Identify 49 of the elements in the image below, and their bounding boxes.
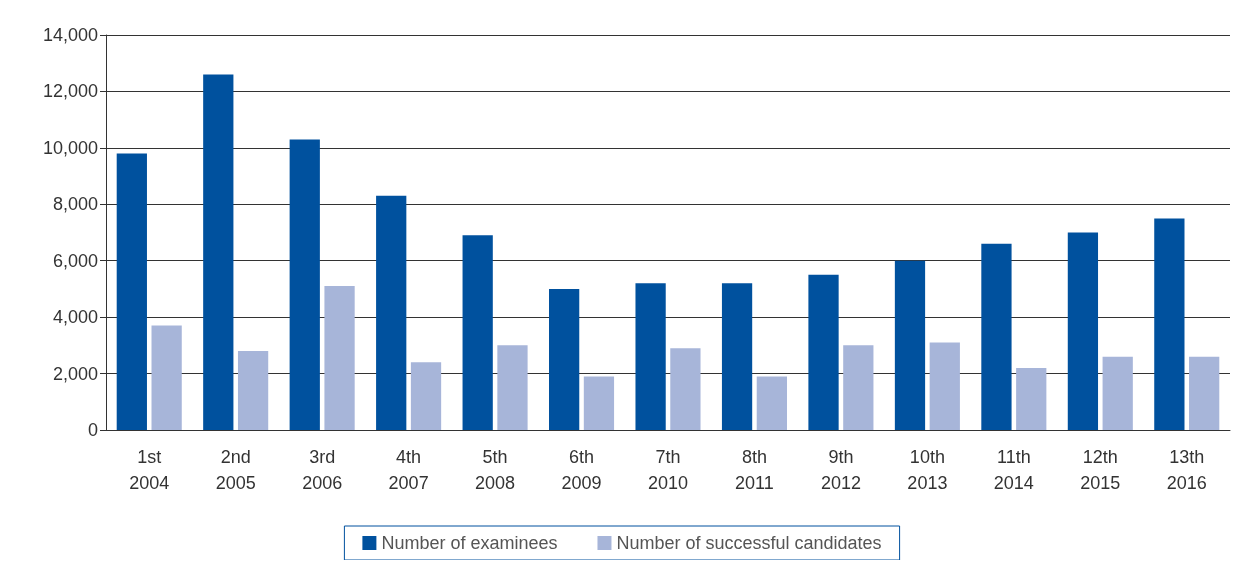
- x-tick-label: 13th 2016: [1166, 447, 1207, 493]
- y-tick-label: 4,000: [52, 307, 98, 328]
- legend-label: Number of examinees: [381, 533, 558, 553]
- bar: [151, 325, 182, 430]
- bar: [721, 283, 753, 430]
- bar: [929, 342, 960, 430]
- bar: [1154, 218, 1185, 430]
- bar: [808, 274, 839, 430]
- bar: [1067, 232, 1099, 430]
- bar: [894, 260, 926, 430]
- bar: [376, 195, 407, 430]
- x-tick-label: 4th 2007: [388, 447, 429, 493]
- x-tick-label: 10th 2013: [907, 447, 948, 493]
- x-tick-label: 3rd 2006: [302, 447, 343, 493]
- bar: [1102, 356, 1133, 430]
- bar: [635, 283, 666, 430]
- bar: [549, 288, 580, 430]
- bar: [756, 376, 787, 430]
- bar: [843, 345, 874, 430]
- y-tick-label: 14,000: [42, 25, 98, 45]
- legend-label: Number of successful candidates: [616, 533, 882, 553]
- x-tick-label: 7th 2010: [647, 447, 689, 493]
- bar: [203, 74, 234, 430]
- x-tick-label: 1st 2004: [129, 447, 170, 493]
- bar: [583, 376, 615, 430]
- x-tick-label: 12th 2015: [1080, 447, 1121, 493]
- bar: [497, 345, 528, 430]
- x-tick-label: 6th 2009: [561, 447, 602, 493]
- y-tick-label: 0: [87, 420, 98, 440]
- x-tick-label: 9th 2012: [820, 447, 861, 493]
- bar: [116, 153, 147, 430]
- x-tick-label: 8th 2011: [735, 447, 774, 493]
- bar: [289, 139, 320, 430]
- bar: [1016, 367, 1047, 430]
- bar: [1189, 356, 1220, 430]
- y-tick-label: 8,000: [52, 194, 98, 215]
- bar: [462, 235, 493, 430]
- x-tick-label: 5th 2008: [475, 447, 516, 493]
- y-tick-label: 12,000: [42, 81, 98, 102]
- bar: [981, 243, 1012, 430]
- x-tick-label: 2nd 2005: [215, 447, 256, 493]
- bar: [670, 348, 701, 430]
- y-tick-label: 2,000: [52, 363, 98, 384]
- x-tick-label: 11th 2014: [993, 447, 1034, 493]
- y-tick-label: 10,000: [42, 137, 98, 158]
- y-tick-label: 6,000: [52, 250, 98, 271]
- bar: [237, 351, 269, 430]
- bar: [324, 286, 355, 430]
- bar: [410, 362, 442, 430]
